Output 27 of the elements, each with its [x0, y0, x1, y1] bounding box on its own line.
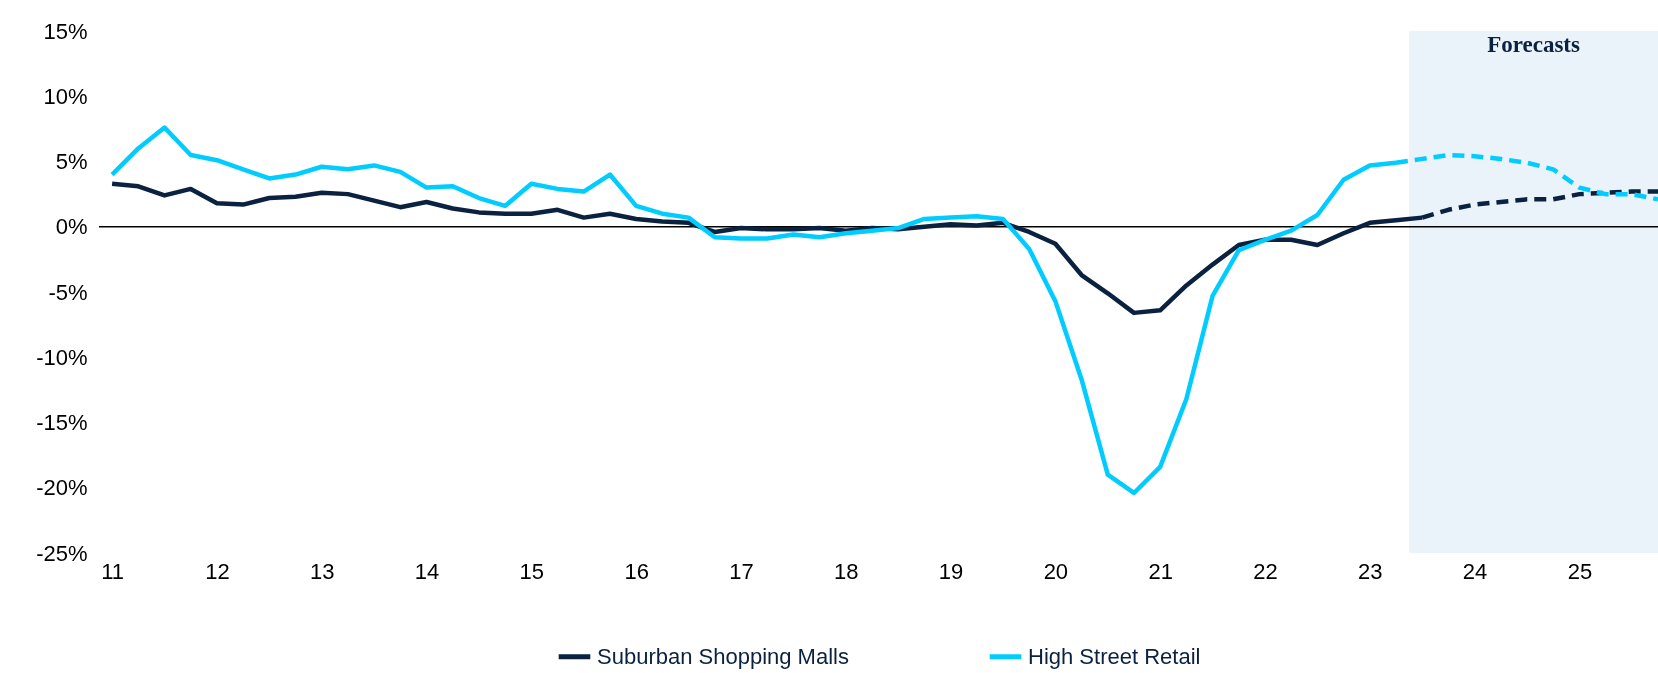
y-tick-label: 5%: [55, 149, 88, 174]
y-tick-label: -25%: [36, 540, 88, 566]
x-tick-label: 17: [729, 558, 754, 584]
y-tick-label: -5%: [48, 279, 88, 305]
y-tick-label: 0%: [55, 214, 88, 240]
band-label: Forecasts: [1487, 32, 1580, 57]
x-tick-label: 20: [1043, 558, 1069, 584]
y-tick-label: 10%: [43, 83, 88, 109]
x-tick-label: 24: [1462, 558, 1488, 584]
x-tick-label: 14: [414, 558, 440, 584]
x-tick-label: 18: [834, 558, 859, 584]
y-tick-label: -10%: [36, 344, 88, 370]
x-tick-label: 22: [1253, 558, 1278, 584]
legend-label: Suburban Shopping Malls: [597, 643, 849, 669]
x-tick-label: 13: [309, 558, 335, 584]
x-tick-label: 15: [519, 558, 545, 584]
y-tick-label: -20%: [36, 475, 88, 501]
x-tick-label: 25: [1567, 558, 1593, 584]
x-tick-label: 16: [624, 558, 649, 584]
legend-label: High Street Retail: [1028, 643, 1201, 669]
x-tick-label: 11: [101, 558, 125, 584]
y-tick-label: 15%: [43, 18, 88, 44]
x-tick-label: 12: [205, 558, 230, 584]
y-tick-label: -15%: [36, 410, 88, 435]
x-tick-label: 19: [938, 558, 964, 584]
x-tick-label: 21: [1148, 558, 1173, 584]
x-tick-label: 23: [1358, 558, 1383, 584]
